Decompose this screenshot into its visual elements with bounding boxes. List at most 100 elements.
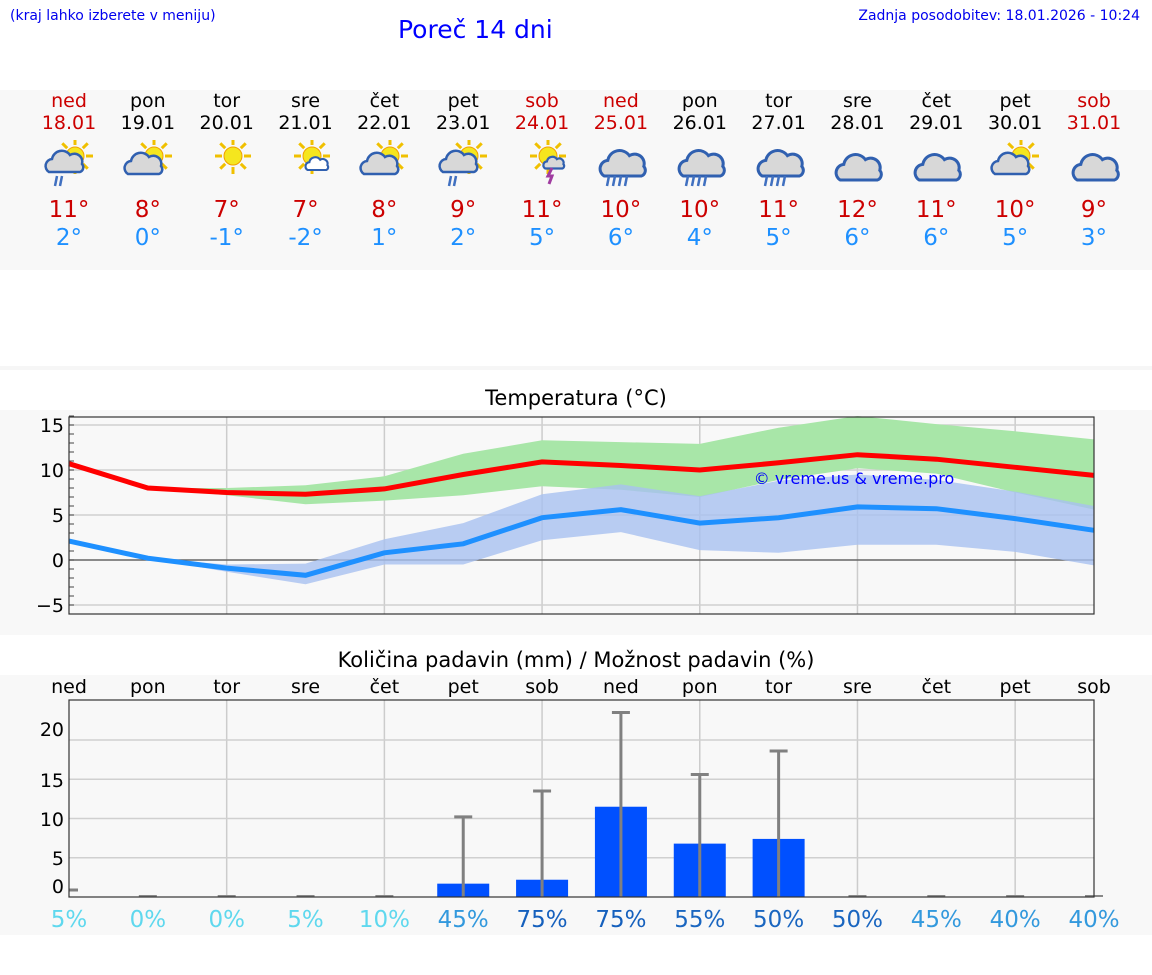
sun-cloud-icon: [990, 140, 1040, 176]
max-temp: 12°: [837, 197, 878, 223]
y-tick-label: −5: [36, 595, 64, 617]
min-temp-range-band: [69, 474, 1094, 585]
y-tick-label: 0: [52, 550, 64, 572]
min-temp: 4°: [686, 225, 713, 251]
temperature-chart-title: Temperatura (°C): [485, 386, 667, 410]
day-column: sob 31.01 9° 3°: [1054, 90, 1134, 252]
cloud-icon: [1071, 153, 1120, 182]
day-column: čet 22.01 8° 1°: [344, 90, 424, 252]
y-tick-label: 10: [40, 460, 64, 482]
day-label: sre: [843, 676, 872, 698]
max-temp: 11°: [521, 197, 563, 223]
y-tick-label: 5: [52, 848, 64, 870]
day-date: 29.01: [909, 112, 964, 134]
day-date: 23.01: [436, 112, 491, 134]
divider: [0, 366, 1152, 370]
day-date: 20.01: [199, 112, 254, 134]
day-column: sre 21.01 7° -2°: [266, 90, 346, 252]
precipitation-chart-title: Količina padavin (mm) / Možnost padavin …: [337, 648, 815, 672]
day-date: 19.01: [120, 112, 176, 134]
day-date: 22.01: [357, 112, 412, 134]
day-label: sre: [291, 676, 320, 698]
precip-probability: 50%: [832, 907, 883, 933]
day-label: tor: [765, 676, 792, 698]
day-label: sob: [525, 676, 559, 698]
min-temp-line: [68, 504, 1095, 578]
y-tick-label: 10: [40, 809, 64, 831]
precip-probability: 0%: [130, 907, 167, 933]
precip-probability: 45%: [911, 907, 962, 933]
day-column: ned 18.01 11° 2°: [29, 90, 109, 252]
min-temp: 6°: [844, 225, 871, 251]
cloud-rain-icon: [598, 149, 647, 187]
max-temp: 7°: [292, 197, 319, 223]
precip-probability: 5%: [51, 907, 88, 933]
day-label: tor: [213, 676, 240, 698]
day-date: 24.01: [514, 112, 570, 134]
page-title: Poreč 14 dni: [398, 15, 553, 44]
sun-cloud-rain-icon: [44, 140, 93, 187]
day-name: ned: [51, 90, 87, 112]
day-column: pon 19.01 8° 0°: [108, 90, 188, 252]
day-label: čet: [370, 676, 400, 698]
max-temp: 9°: [1080, 197, 1108, 223]
sun-cloud-icon: [359, 140, 409, 176]
min-temp: 2°: [450, 225, 477, 251]
precip-probability: 55%: [674, 907, 725, 933]
day-date: 25.01: [593, 112, 649, 134]
min-temp: 5°: [1002, 225, 1029, 251]
day-name: tor: [765, 90, 793, 112]
max-temp: 11°: [758, 197, 799, 223]
sun-cloud-icon: [123, 140, 172, 176]
day-date: 28.01: [830, 112, 885, 134]
sun-icon: [214, 140, 251, 174]
day-label: čet: [922, 676, 952, 698]
day-column: ned 25.01 10° 6°: [581, 90, 661, 252]
day-name: tor: [213, 90, 241, 112]
day-column: sob 24.01 11° 5°: [502, 90, 582, 252]
day-name: ned: [603, 90, 639, 112]
day-date: 18.01: [41, 112, 97, 134]
cloud-icon: [835, 153, 884, 182]
location-menu-hint: (kraj lahko izberete v meniju): [10, 8, 216, 24]
day-label: pon: [682, 676, 718, 698]
min-temp: -1°: [209, 225, 244, 251]
precip-probability: 0%: [208, 907, 245, 933]
sun: [214, 140, 251, 174]
precip-plot-frame: [68, 699, 1095, 898]
precip-probability: 45%: [438, 907, 489, 933]
precip-probability: 50%: [753, 907, 804, 933]
min-temp: 3°: [1080, 225, 1108, 251]
day-name: sob: [525, 90, 559, 112]
min-temp: -2°: [288, 225, 323, 251]
precip-probability: 75%: [595, 907, 646, 933]
day-column: pon 26.01 10° 4°: [660, 90, 740, 252]
precip-probability: 75%: [517, 907, 568, 933]
day-column: tor 20.01 7° -1°: [187, 90, 267, 252]
min-temp: 1°: [371, 225, 398, 251]
max-temp: 10°: [600, 197, 642, 223]
day-column: pet 23.01 9° 2°: [423, 90, 503, 252]
min-temp: 6°: [607, 225, 634, 251]
max-temp: 10°: [994, 197, 1036, 223]
max-temp: 11°: [48, 197, 90, 223]
y-tick-label: 15: [40, 770, 64, 792]
max-temp: 8°: [134, 197, 161, 223]
min-temp: 2°: [55, 225, 83, 251]
sun-cloud-rain-icon: [438, 140, 488, 187]
precip-probability: 5%: [287, 907, 324, 933]
max-temp: 7°: [213, 197, 240, 223]
sun-thunder-icon: [530, 140, 567, 185]
cloud-rain-icon: [677, 149, 726, 187]
day-name: pet: [447, 90, 479, 112]
day-date: 31.01: [1066, 112, 1122, 134]
y-tick-label: 20: [40, 719, 64, 741]
cloud-icon: [913, 153, 963, 182]
min-temp: 5°: [765, 225, 792, 251]
day-date: 27.01: [751, 112, 806, 134]
y-tick-label: 5: [52, 505, 64, 527]
day-date: 21.01: [278, 112, 333, 134]
min-temp: 5°: [528, 225, 556, 251]
day-label: ned: [51, 676, 87, 698]
